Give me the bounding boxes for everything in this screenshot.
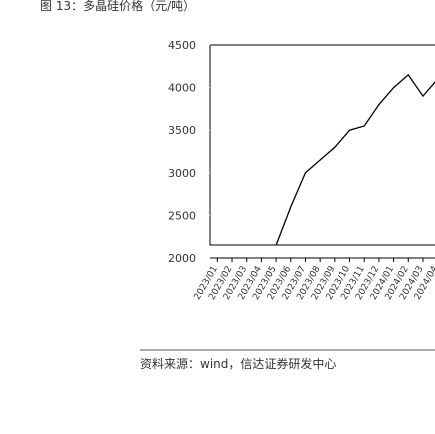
line — [275, 73, 435, 246]
source: 资料来源：wind，信达证券研发中心 — [140, 356, 336, 371]
chart-title: 图 13：多晶硅价格（元/吨） — [40, 0, 195, 13]
y-tick-label: 2500 — [168, 209, 196, 222]
y-tick-label: 4000 — [168, 82, 196, 95]
y-tick-label: 2000 — [168, 252, 196, 265]
y-tick-label: 3000 — [168, 167, 196, 180]
plot-frame — [209, 44, 435, 246]
y-tick-label: 3500 — [168, 124, 196, 137]
y-tick-label: 4500 — [168, 39, 196, 52]
